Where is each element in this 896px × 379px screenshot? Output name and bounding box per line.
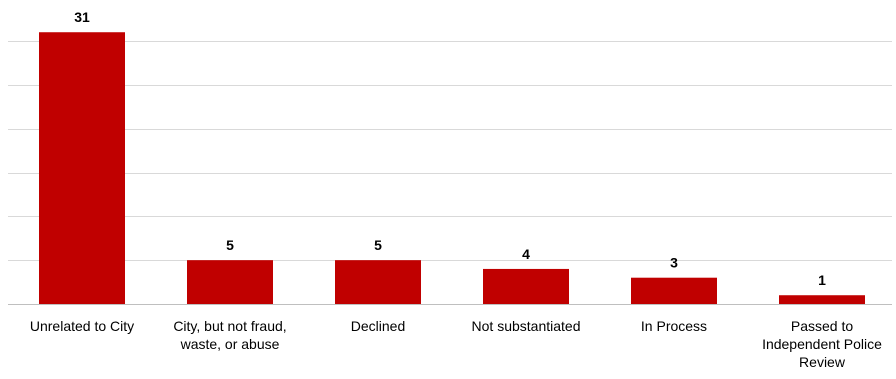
category-label-line: Unrelated to City bbox=[30, 318, 134, 334]
bar bbox=[39, 32, 125, 304]
category-label-line: Declined bbox=[351, 318, 405, 334]
category-label-line: In Process bbox=[641, 318, 707, 334]
category-label: Not substantiated bbox=[472, 318, 581, 334]
bar-value-label: 5 bbox=[374, 237, 382, 253]
grid-layer bbox=[8, 41, 892, 305]
bar bbox=[483, 268, 569, 304]
category-label-line: waste, or abuse bbox=[180, 336, 280, 352]
bar-value-label: 1 bbox=[818, 272, 826, 288]
category-label-line: Passed to bbox=[791, 318, 853, 334]
bar bbox=[779, 295, 865, 304]
category-label-layer: Unrelated to City City, but not fraud, was… bbox=[30, 318, 882, 370]
bar-value-label: 4 bbox=[522, 246, 530, 262]
category-label: Passed to Independent Police Review bbox=[762, 318, 882, 370]
bar-value-label: 3 bbox=[670, 255, 678, 271]
category-label-line: City, but not fraud, bbox=[173, 318, 286, 334]
category-label: Unrelated to City bbox=[30, 318, 134, 334]
category-label-line: Review bbox=[799, 354, 846, 370]
category-label: City, but not fraud, waste, or abuse bbox=[173, 318, 286, 352]
bar bbox=[631, 277, 717, 304]
bar bbox=[335, 260, 421, 304]
category-label-line: Independent Police bbox=[762, 336, 882, 352]
category-label-line: Not substantiated bbox=[472, 318, 581, 334]
bar bbox=[187, 260, 273, 304]
bar-value-label: 31 bbox=[74, 9, 90, 25]
category-label: In Process bbox=[641, 318, 707, 334]
bar-layer bbox=[39, 32, 865, 304]
bar-value-label: 5 bbox=[226, 237, 234, 253]
category-label: Declined bbox=[351, 318, 405, 334]
